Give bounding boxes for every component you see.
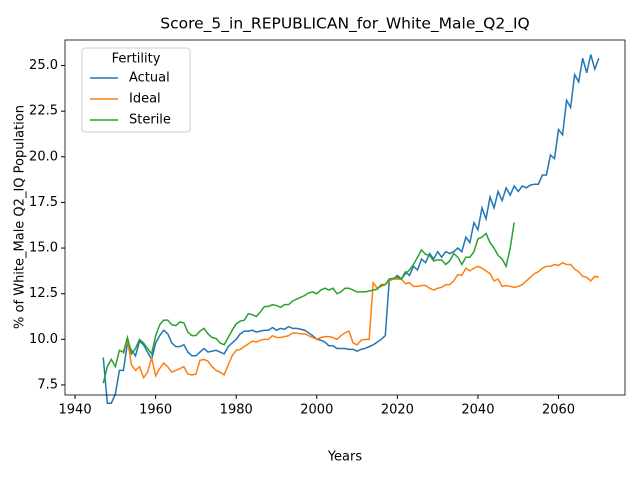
data-line xyxy=(102,54,600,404)
x-tick-label: 1940 xyxy=(59,403,92,418)
data-line xyxy=(102,222,515,384)
y-tick-label: 17.5 xyxy=(29,195,58,210)
x-tick-label: 1960 xyxy=(139,403,172,418)
legend-label: Actual xyxy=(129,71,170,86)
x-tick-label: 1980 xyxy=(220,403,253,418)
data-line xyxy=(122,261,599,380)
legend-label: Sterile xyxy=(129,113,171,128)
y-tick-label: 25.0 xyxy=(29,58,58,73)
y-tick-label: 10.0 xyxy=(29,332,58,347)
x-tick-label: 2000 xyxy=(300,403,333,418)
x-tick-label: 2060 xyxy=(542,403,575,418)
x-tick-label: 2020 xyxy=(381,403,414,418)
legend-title: Fertility xyxy=(112,52,161,67)
y-tick-label: 15.0 xyxy=(29,241,58,256)
chart-title: Score_5_in_REPUBLICAN_for_White_Male_Q2_… xyxy=(160,15,529,34)
x-axis-label: Years xyxy=(327,450,363,465)
axes-frame xyxy=(64,39,626,396)
y-axis-label: % of White_Male Q2_IQ Population xyxy=(13,105,28,329)
legend-box xyxy=(81,47,191,133)
y-tick-label: 7.5 xyxy=(37,377,58,392)
legend-label: Ideal xyxy=(129,92,161,107)
legend: Fertility Actual Ideal Sterile xyxy=(81,47,191,133)
y-tick-label: 22.5 xyxy=(29,104,58,119)
x-tick-label: 2040 xyxy=(461,403,494,418)
y-tick-label: 12.5 xyxy=(29,286,58,301)
y-tick-label: 20.0 xyxy=(29,149,58,164)
